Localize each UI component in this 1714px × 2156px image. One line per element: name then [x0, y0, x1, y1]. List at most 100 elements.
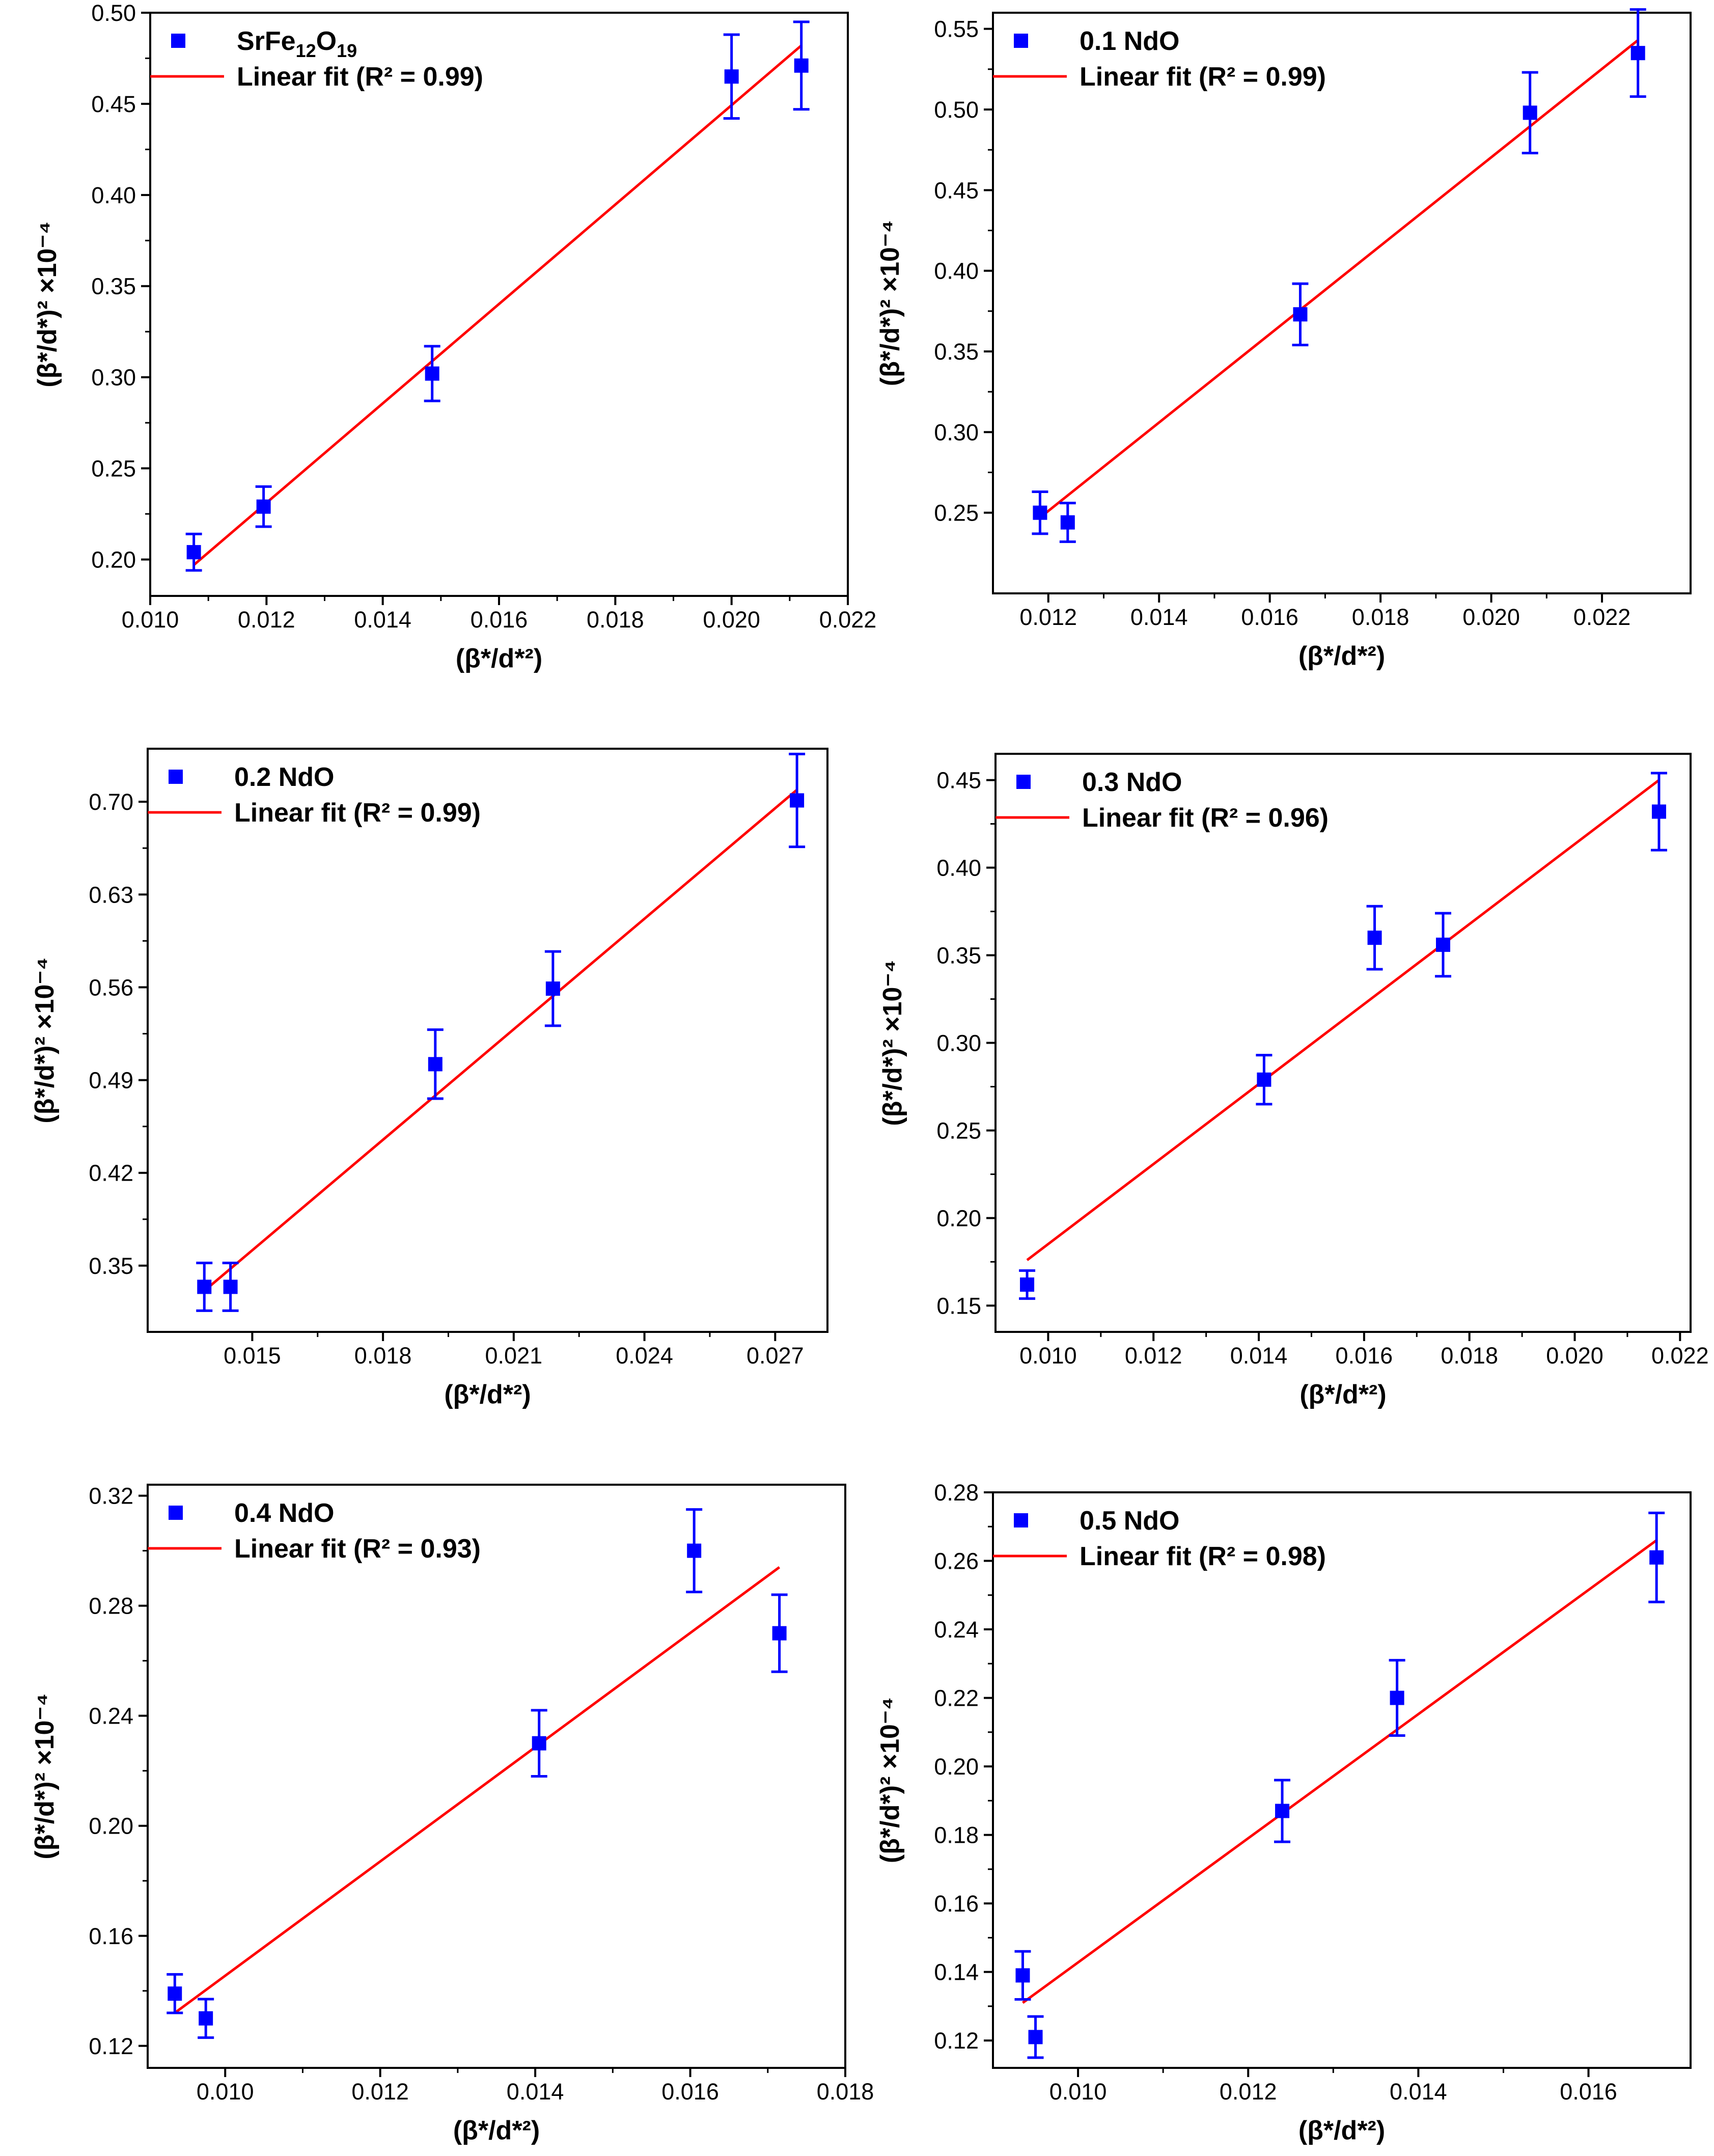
x-tick-label: 0.018: [587, 607, 644, 633]
legend-series-part: O: [316, 26, 337, 56]
data-point: [1648, 1511, 1665, 1603]
y-axis-title: (β*/d*)² ×10⁻⁴: [878, 960, 907, 1126]
y-tick-label: 0.35: [91, 274, 136, 299]
y-tick-label: 0.40: [936, 855, 981, 881]
data-marker: [168, 1986, 182, 2001]
legend-fit-label: Linear fit (R² = 0.93): [234, 1534, 481, 1564]
linear-fit-line: [193, 44, 803, 566]
y-tick-label: 0.70: [89, 789, 133, 815]
data-point: [1629, 8, 1646, 98]
x-axis-title: (β*/d*²): [444, 1380, 531, 1409]
x-tick-label: 0.014: [1230, 1343, 1288, 1369]
chart-panel-2: 0.012 0.014 0.016 0.018 0.020 0.022 0.25 0.30 0.…: [875, 8, 1692, 671]
data-marker: [1028, 2030, 1043, 2044]
x-tick-label: 0.020: [1546, 1343, 1604, 1369]
y-tick-label: 0.14: [934, 1959, 979, 1985]
y-tick-label: 0.45: [934, 177, 979, 203]
legend-series-label: 0.1 NdO: [1080, 26, 1180, 56]
legend: 0.3 NdO Linear fit (R² = 0.96): [996, 768, 1329, 833]
data-point: [1032, 490, 1048, 535]
y-tick-label: 0.24: [89, 1703, 133, 1729]
x-tick-label: 0.016: [1336, 1343, 1393, 1369]
y-tick-label: 0.45: [936, 768, 981, 794]
data-point: [1059, 502, 1076, 543]
x-tick-label: 0.014: [1130, 604, 1188, 630]
chart-panel-1: 0.010 0.012 0.014 0.016 0.018 0.020 0.022 0.20 0…: [33, 0, 876, 673]
data-marker: [1015, 1968, 1030, 1983]
x-axis-title: (β*/d*²): [1298, 2116, 1385, 2145]
data-point: [1292, 282, 1309, 346]
plot-frame: [147, 748, 828, 1333]
linear-fit-line: [203, 788, 798, 1292]
y-tick-label: 0.26: [934, 1548, 979, 1574]
data-point: [1256, 1054, 1273, 1106]
legend-fit-label: Linear fit (R² = 0.99): [237, 62, 483, 92]
data-point: [198, 1998, 214, 2039]
legend-marker: [171, 34, 185, 48]
y-tick-label: 0.25: [91, 456, 136, 482]
chart-panel-5: 0.010 0.012 0.014 0.016 0.018 0.12 0.16 0.20 0.2…: [30, 1483, 874, 2145]
y-tick-label: 0.25: [934, 500, 979, 526]
x-axis-title: (β*/d*²): [1298, 641, 1385, 671]
x-tick-label: 0.022: [819, 607, 877, 633]
x-tick-label: 0.018: [1441, 1343, 1498, 1369]
x-tick-label: 0.010: [1049, 2079, 1107, 2105]
data-marker: [724, 69, 739, 84]
data-marker: [1275, 1804, 1290, 1818]
y-tick-label: 0.56: [89, 974, 133, 1000]
legend-marker: [1014, 1513, 1028, 1527]
plot-frame: [992, 1491, 1692, 2069]
x-tick-label: 0.012: [1019, 604, 1077, 630]
y-tick-label: 0.35: [934, 339, 979, 365]
data-marker: [425, 366, 439, 381]
plot-frame: [994, 753, 1692, 1333]
data-point: [1650, 772, 1667, 852]
x-tick-label: 0.027: [747, 1343, 804, 1369]
y-tick-label: 0.40: [91, 182, 136, 208]
x-tick-label: 0.016: [1560, 2079, 1617, 2105]
y-axis-title: (β*/d*)² ×10⁻⁴: [33, 221, 62, 387]
y-tick-label: 0.28: [934, 1480, 979, 1506]
y-tick-label: 0.16: [934, 1891, 979, 1917]
y-tick-label: 0.40: [934, 258, 979, 284]
legend: 0.4 NdO Linear fit (R² = 0.93): [148, 1498, 481, 1564]
y-tick-label: 0.28: [89, 1593, 133, 1619]
data-point: [531, 1709, 547, 1778]
data-point: [255, 485, 272, 528]
x-tick-label: 0.012: [351, 2079, 409, 2105]
y-tick-label: 0.49: [89, 1068, 133, 1094]
data-marker: [199, 2011, 213, 2026]
data-marker: [1630, 46, 1645, 61]
data-point: [771, 1593, 788, 1673]
y-tick-label: 0.32: [89, 1483, 133, 1509]
legend-series-label: 0.4 NdO: [234, 1498, 335, 1528]
data-marker: [1390, 1690, 1404, 1705]
x-axis-title: (β*/d*²): [1300, 1380, 1386, 1409]
x-tick-label: 0.016: [471, 607, 528, 633]
x-tick-label: 0.022: [1573, 604, 1631, 630]
data-marker: [256, 499, 271, 514]
x-tick-label: 0.018: [354, 1343, 412, 1369]
legend: 0.1 NdO Linear fit (R² = 0.99): [993, 26, 1326, 92]
x-tick-label: 0.018: [1352, 604, 1409, 630]
y-axis-title: (β*/d*)² ×10⁻⁴: [875, 220, 905, 386]
data-marker: [428, 1057, 443, 1072]
data-point: [789, 752, 806, 849]
legend-series-label: 0.2 NdO: [234, 762, 335, 792]
x-tick-label: 0.014: [354, 607, 411, 633]
linear-fit-line: [174, 1566, 781, 2014]
data-point: [1434, 912, 1451, 978]
y-tick-label: 0.42: [89, 1160, 133, 1186]
legend-fit-label: Linear fit (R² = 0.99): [234, 798, 481, 828]
legend-fit-label: Linear fit (R² = 0.99): [1080, 62, 1326, 92]
y-axis-title: (β*/d*)² ×10⁻⁴: [875, 1697, 905, 1863]
legend-marker: [169, 770, 183, 784]
data-point: [185, 532, 202, 572]
data-marker: [794, 58, 809, 73]
data-point: [686, 1508, 703, 1594]
data-point: [723, 33, 740, 120]
x-tick-label: 0.012: [238, 607, 295, 633]
data-marker: [1367, 931, 1382, 945]
x-tick-label: 0.014: [1390, 2079, 1447, 2105]
